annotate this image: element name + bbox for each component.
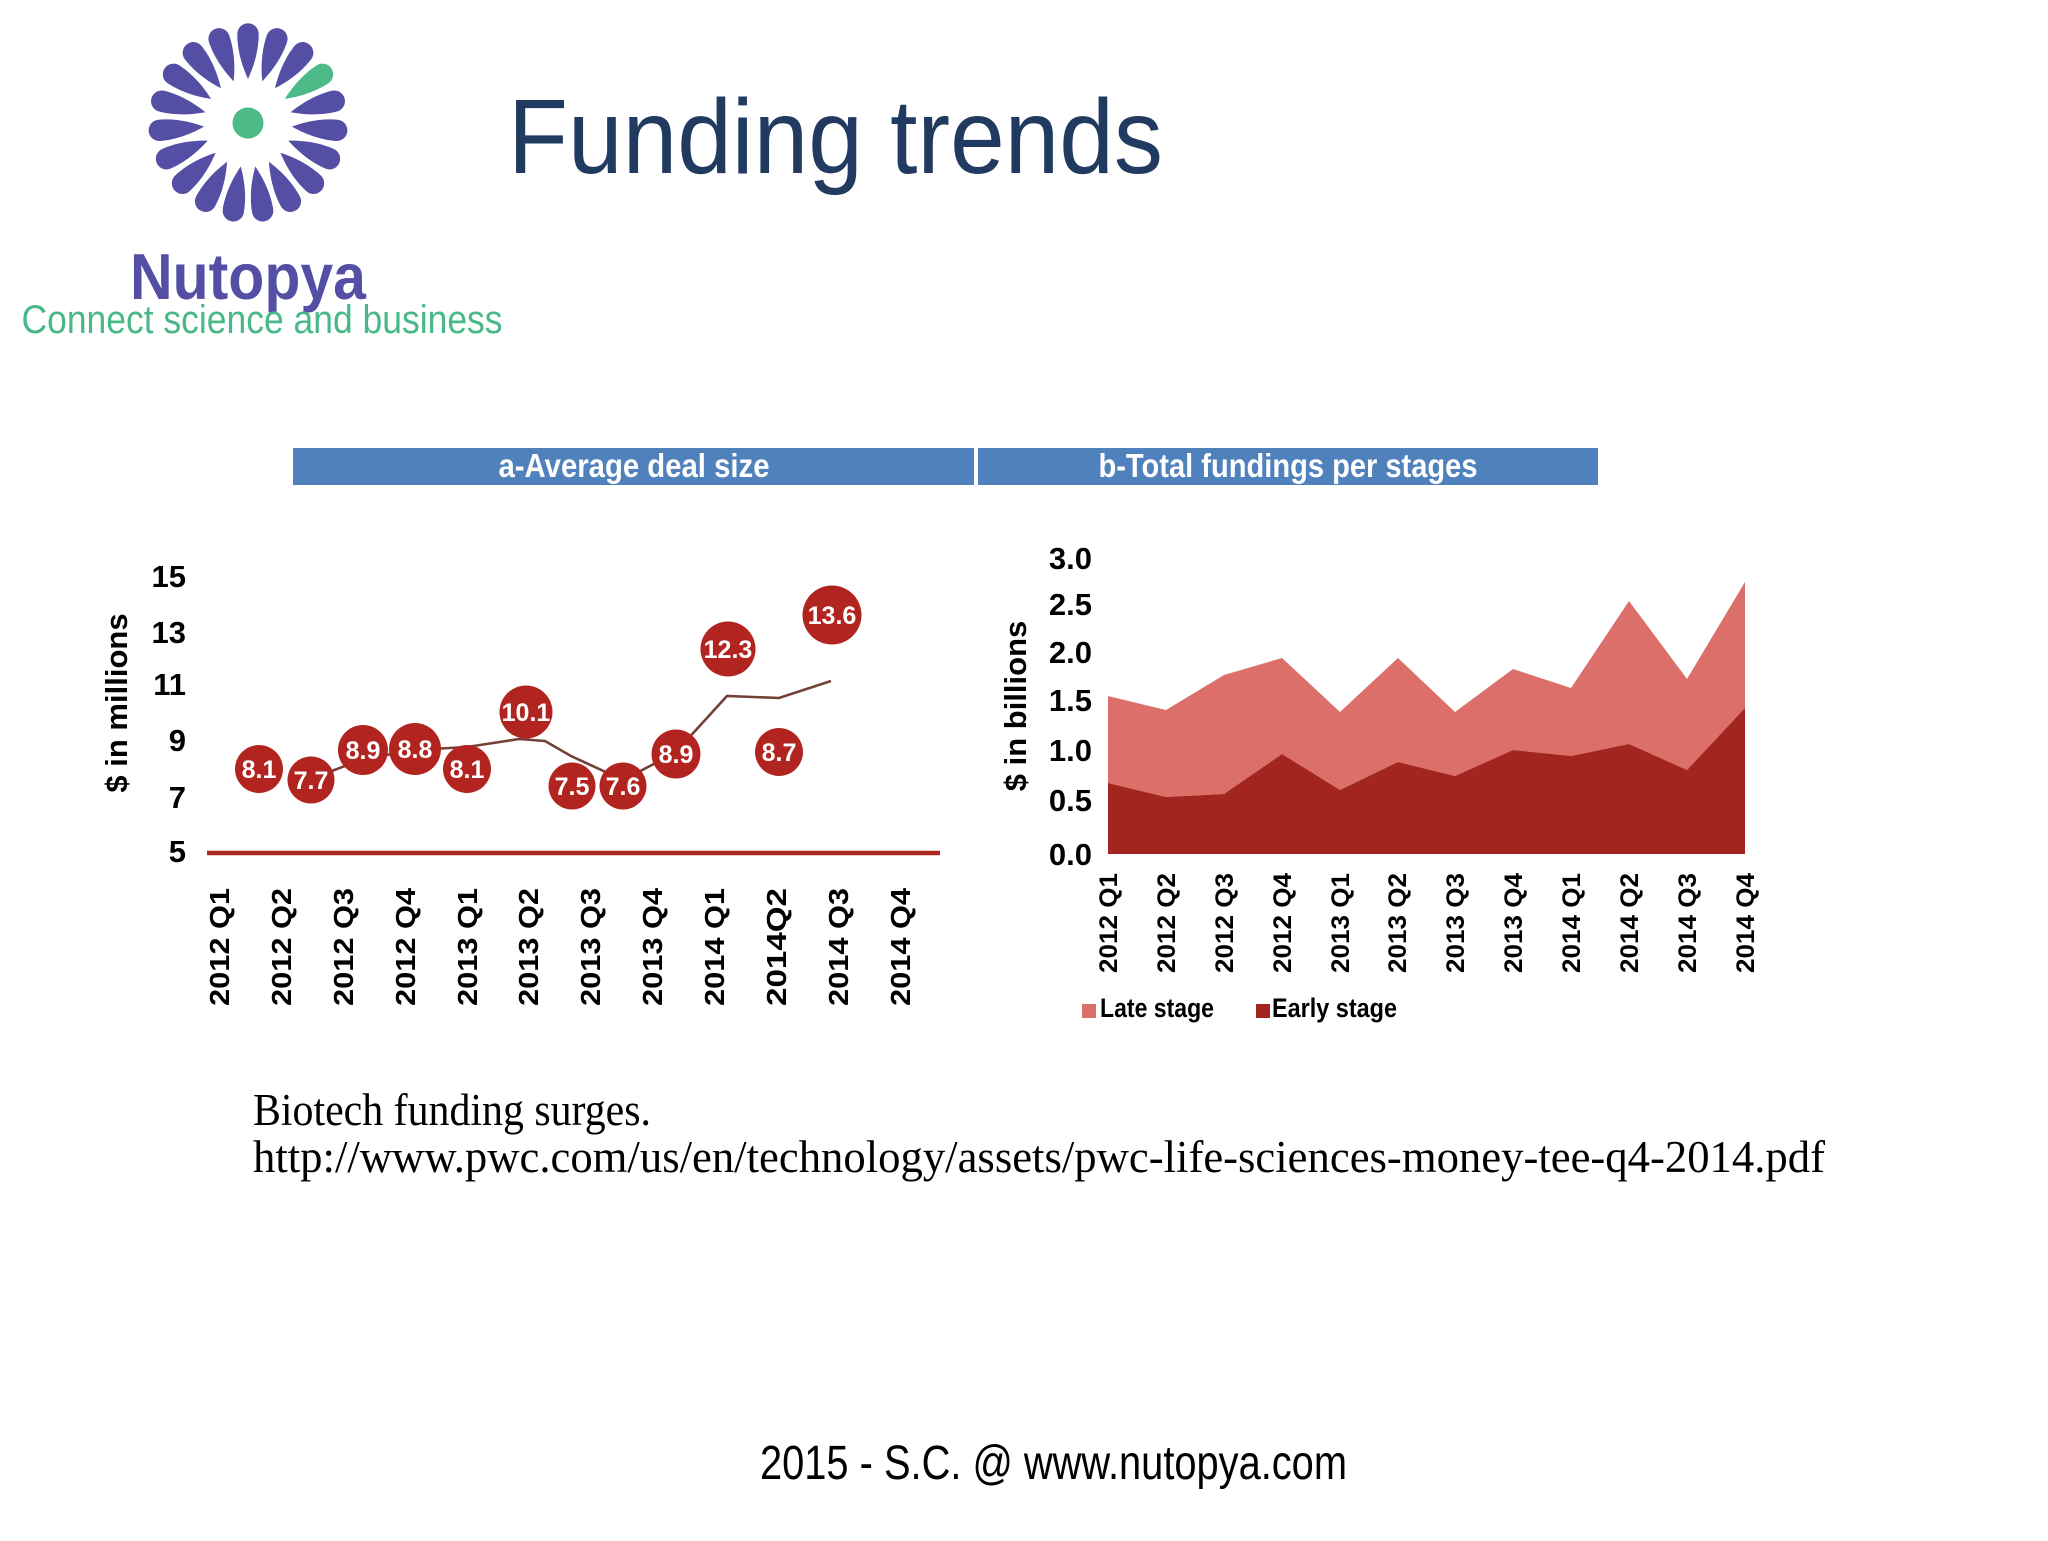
svg-text:3.0: 3.0 [1049,541,1092,576]
svg-text:Late stage: Late stage [1100,993,1214,1023]
svg-text:2014 Q1: 2014 Q1 [1558,873,1586,973]
svg-text:2012 Q1: 2012 Q1 [204,888,235,1006]
svg-text:2013 Q1: 2013 Q1 [1327,873,1355,973]
svg-text:Biotech funding surges.: Biotech funding surges. [253,1085,651,1135]
svg-text:0.0: 0.0 [1049,837,1092,872]
svg-text:2.0: 2.0 [1049,635,1092,670]
svg-text:2012 Q2: 2012 Q2 [1153,873,1181,973]
svg-text:2014 Q3: 2014 Q3 [1674,873,1702,973]
svg-text:2012 Q4: 2012 Q4 [1269,873,1297,973]
svg-text:2014 Q2: 2014 Q2 [1616,873,1644,973]
svg-text:Connect science and business: Connect science and business [22,298,503,342]
svg-text:2015 - S.C. @ www.nutopya.com: 2015 - S.C. @ www.nutopya.com [760,1437,1347,1490]
svg-text:2014 Q3: 2014 Q3 [823,888,854,1006]
svg-text:10.1: 10.1 [502,699,551,727]
svg-text:Nutopya: Nutopya [130,240,367,313]
svg-text:8.1: 8.1 [242,756,277,784]
svg-text:2012 Q3: 2012 Q3 [1211,873,1239,973]
svg-text:8.8: 8.8 [398,736,433,764]
svg-text:7.7: 7.7 [294,767,329,795]
svg-text:2012 Q1: 2012 Q1 [1095,873,1123,973]
svg-text:2014 Q1: 2014 Q1 [699,888,730,1006]
svg-text:2014Q2: 2014Q2 [761,888,792,1006]
svg-text:9: 9 [169,723,186,758]
svg-text:2013 Q3: 2013 Q3 [575,888,606,1006]
svg-text:2014 Q4: 2014 Q4 [1732,873,1760,973]
svg-text:Early stage: Early stage [1272,993,1397,1023]
svg-text:2013 Q2: 2013 Q2 [1384,873,1412,973]
svg-text:1.0: 1.0 [1049,733,1092,768]
svg-text:8.9: 8.9 [659,741,694,769]
svg-text:$ in millions: $ in millions [99,613,134,792]
svg-text:2012 Q3: 2012 Q3 [328,888,359,1006]
svg-text:http://www.pwc.com/us/en/techn: http://www.pwc.com/us/en/technology/asse… [253,1132,1825,1182]
svg-text:2012 Q2: 2012 Q2 [266,888,297,1006]
svg-text:13: 13 [152,615,186,650]
svg-text:15: 15 [152,559,186,594]
svg-text:Funding trends: Funding trends [508,78,1163,196]
svg-text:2013 Q4: 2013 Q4 [637,888,668,1006]
svg-text:8.9: 8.9 [346,737,381,765]
svg-text:8.1: 8.1 [450,756,485,784]
svg-text:2014 Q4: 2014 Q4 [885,888,916,1006]
svg-text:8.7: 8.7 [762,739,797,767]
svg-text:0.5: 0.5 [1049,783,1092,818]
svg-text:$ in billions: $ in billions [998,621,1033,792]
svg-text:2012 Q4: 2012 Q4 [390,888,421,1006]
svg-text:2013 Q3: 2013 Q3 [1442,873,1470,973]
svg-text:5: 5 [169,834,186,869]
svg-text:b-Total fundings per stages: b-Total fundings per stages [1099,447,1478,484]
svg-text:12.3: 12.3 [704,636,753,664]
svg-text:2013 Q4: 2013 Q4 [1500,873,1528,973]
svg-text:7: 7 [169,780,186,815]
svg-text:7.5: 7.5 [555,773,590,801]
svg-text:11: 11 [153,667,186,702]
svg-text:2013 Q2: 2013 Q2 [513,888,544,1006]
svg-text:a-Average deal size: a-Average deal size [499,447,770,484]
svg-text:1.5: 1.5 [1049,683,1092,718]
svg-text:2013 Q1: 2013 Q1 [452,888,483,1006]
svg-text:2.5: 2.5 [1049,587,1092,622]
svg-text:7.6: 7.6 [606,773,641,801]
svg-text:13.6: 13.6 [808,602,857,630]
